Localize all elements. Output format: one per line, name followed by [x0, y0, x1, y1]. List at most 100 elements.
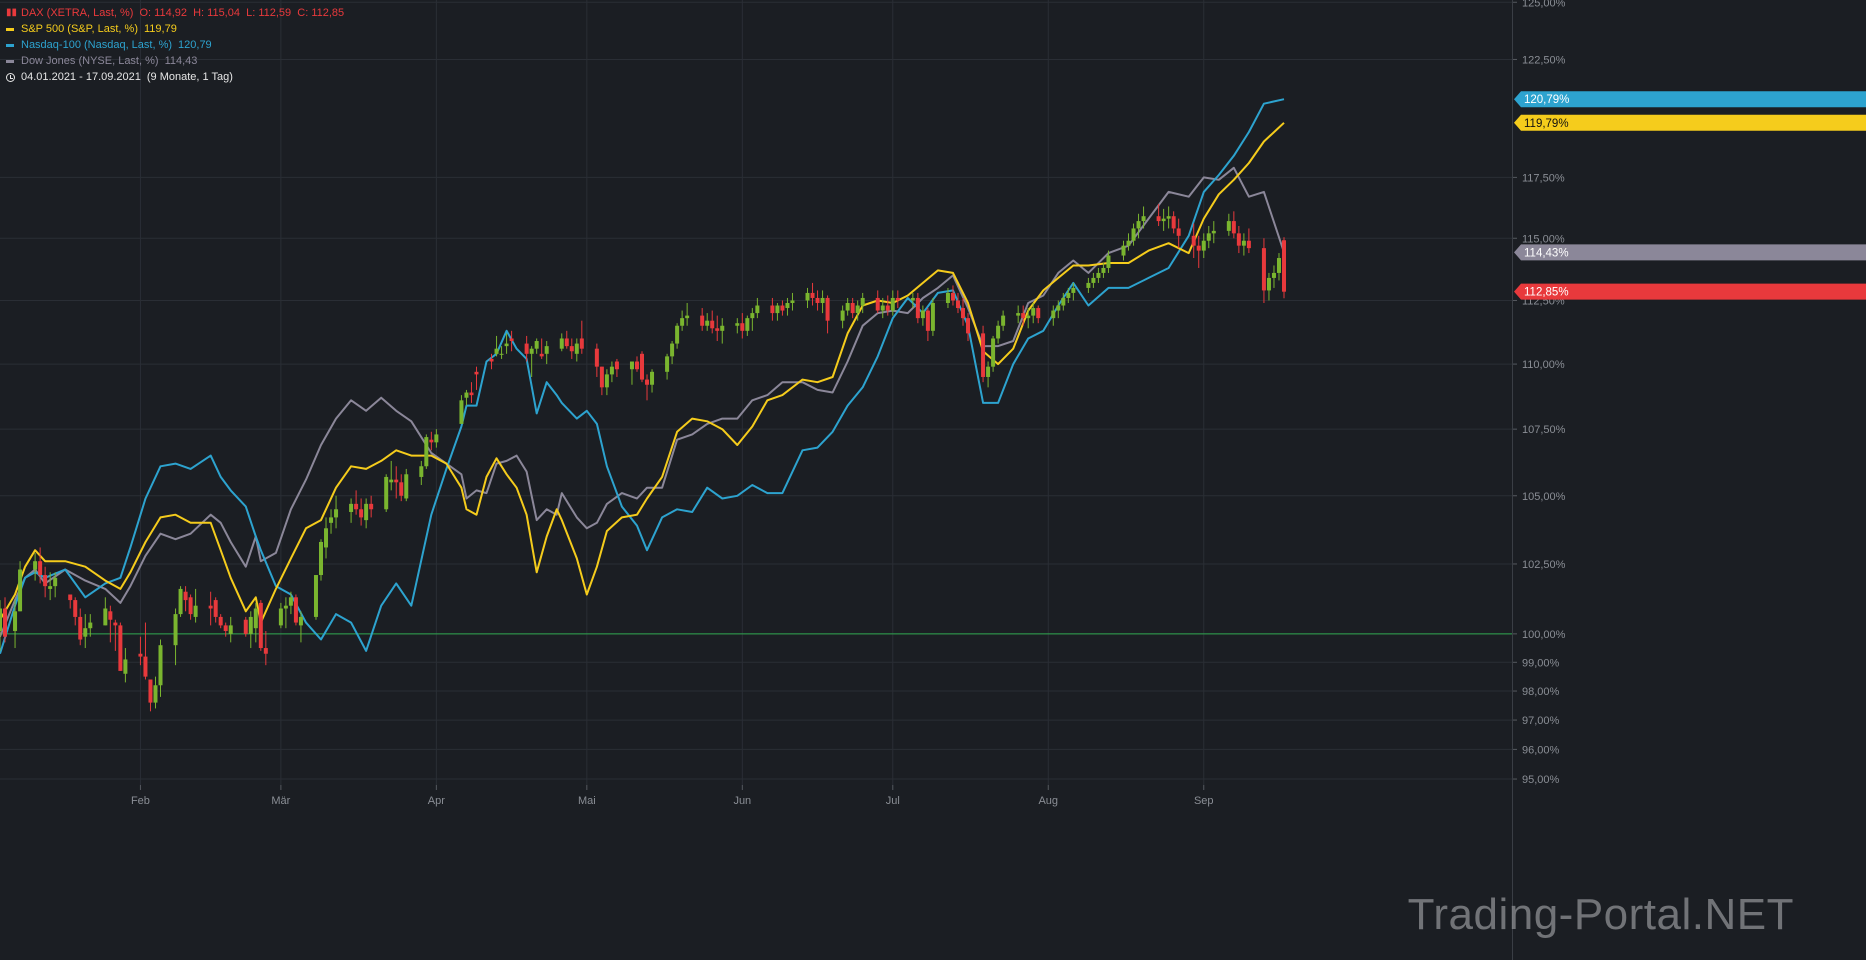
- candle-body: [770, 305, 775, 314]
- candle-body: [173, 614, 178, 646]
- candle-body: [955, 300, 960, 309]
- candle-body: [875, 297, 880, 311]
- candle-body: [1276, 258, 1281, 273]
- candle-body: [143, 656, 148, 677]
- candle-body: [394, 479, 399, 483]
- candle-body: [118, 625, 123, 671]
- candle-body: [755, 305, 760, 314]
- nasdaq-line: [0, 98, 1285, 654]
- legend-dowjones-value: 114,43: [164, 55, 198, 67]
- candle-body: [424, 437, 429, 467]
- candle-body: [223, 625, 228, 632]
- candle-body: [494, 348, 499, 354]
- candle-body: [334, 509, 339, 518]
- candle-body: [1161, 218, 1166, 222]
- candle-body: [925, 310, 930, 331]
- candle-body: [524, 343, 529, 354]
- candle-body: [1201, 240, 1206, 251]
- candle-body: [1091, 277, 1096, 283]
- x-tick-label: Sep: [1194, 795, 1214, 807]
- candle-body: [293, 597, 298, 623]
- candle-body: [218, 616, 223, 626]
- candle-body: [840, 310, 845, 321]
- candle-body: [895, 297, 900, 301]
- candle-body: [885, 305, 890, 311]
- candle-body: [981, 333, 986, 377]
- candle-body: [780, 305, 785, 311]
- sp500-last-value: 119,79%: [1524, 118, 1569, 130]
- candle-body: [364, 503, 369, 521]
- candle-body: [599, 366, 604, 388]
- y-tick-label: 100,00%: [1522, 629, 1566, 641]
- y-tick-label: 97,00%: [1522, 715, 1560, 727]
- candle-body: [945, 292, 950, 303]
- candle-body: [825, 297, 830, 321]
- candle-body: [629, 361, 634, 370]
- y-tick-label: 122,50%: [1522, 54, 1566, 66]
- legend-dax-label: DAX (XETRA, Last, %): [21, 7, 134, 19]
- candle-body: [329, 517, 334, 523]
- candle-body: [880, 305, 885, 311]
- candle-body: [860, 297, 865, 306]
- candle-body: [1061, 297, 1066, 306]
- candle-body: [1191, 235, 1196, 246]
- line-swatch-icon: [6, 43, 14, 47]
- candle-body: [534, 341, 539, 349]
- candle-body: [108, 611, 113, 620]
- candle-body: [855, 305, 860, 314]
- candle-body: [1051, 310, 1056, 319]
- candle-body: [313, 575, 318, 617]
- line-swatch-icon: [6, 27, 14, 31]
- candle-body: [434, 434, 439, 443]
- y-tick-label: 125,00%: [1522, 0, 1566, 9]
- dax-last-tag: [1514, 283, 1866, 300]
- legend-row-dowjones[interactable]: Dow Jones (NYSE, Last, %) 114,43: [6, 53, 344, 69]
- candle-body: [369, 503, 374, 510]
- legend-row-nasdaq[interactable]: Nasdaq-100 (Nasdaq, Last, %) 120,79: [6, 37, 344, 53]
- candle-body: [1206, 233, 1211, 241]
- candle-body: [283, 605, 288, 609]
- candle-body: [359, 509, 364, 518]
- legend-nasdaq-value: 120,79: [178, 39, 212, 51]
- dowjones-line: [0, 166, 1285, 638]
- x-tick-label: Mär: [271, 795, 290, 807]
- grid: [0, 0, 1512, 785]
- candle-body: [1226, 221, 1231, 231]
- legend-sp500-label: S&P 500 (S&P, Last, %): [21, 23, 138, 35]
- candle-body: [288, 597, 293, 606]
- candle-body: [594, 348, 599, 367]
- candle-body: [349, 503, 354, 512]
- candle-body: [915, 297, 920, 319]
- legend-row-sp500[interactable]: S&P 500 (S&P, Last, %) 119,79: [6, 21, 344, 37]
- candle-body: [208, 605, 213, 609]
- candle-body: [188, 597, 193, 615]
- candle-body: [1171, 216, 1176, 229]
- x-tick-label: Jul: [886, 795, 900, 807]
- candlestick-icon: ▮▮: [6, 7, 18, 18]
- dowjones-last-value: 114,43%: [1524, 247, 1569, 259]
- candle-body: [996, 325, 1001, 339]
- candle-body: [499, 353, 504, 355]
- candle-body: [1071, 287, 1076, 293]
- legend-dax-ohlc: O: 114,92 H: 115,04 L: 112,59 C: 112,85: [139, 7, 345, 19]
- legend-row-dax[interactable]: ▮▮ DAX (XETRA, Last, %) O: 114,92 H: 115…: [6, 5, 344, 21]
- candle-body: [574, 343, 579, 354]
- candle-body: [920, 310, 925, 319]
- y-axis: 125,00%122,50%117,50%115,00%112,50%110,0…: [1512, 0, 1566, 960]
- x-tick-label: Apr: [428, 795, 445, 807]
- candle-body: [324, 528, 329, 548]
- candle-body: [1056, 305, 1061, 311]
- candle-body: [1021, 313, 1026, 319]
- candle-body: [1136, 221, 1141, 229]
- candle-body: [950, 292, 955, 301]
- candle-body: [243, 619, 248, 634]
- candle-body: [1106, 255, 1111, 268]
- y-tick-label: 105,00%: [1522, 491, 1566, 503]
- date-range-row: 04.01.2021 - 17.09.2021 (9 Monate, 1 Tag…: [6, 69, 344, 85]
- date-duration: (9 Monate, 1 Tag): [146, 71, 233, 83]
- candle-body: [750, 313, 755, 319]
- clock-icon: [6, 72, 15, 82]
- candle-body: [474, 371, 479, 375]
- y-tick-label: 95,00%: [1522, 774, 1560, 786]
